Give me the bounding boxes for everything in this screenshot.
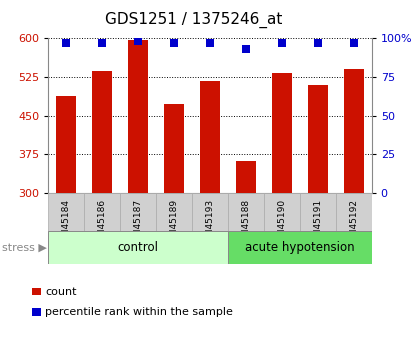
Point bbox=[243, 46, 249, 51]
Text: control: control bbox=[118, 241, 159, 254]
Bar bbox=[272, 72, 292, 193]
Bar bbox=[164, 104, 184, 193]
Point bbox=[99, 40, 105, 45]
Text: GSM45190: GSM45190 bbox=[277, 199, 286, 248]
Text: percentile rank within the sample: percentile rank within the sample bbox=[45, 307, 233, 317]
Point bbox=[207, 40, 213, 45]
Bar bbox=[336, 193, 372, 257]
Text: GSM45188: GSM45188 bbox=[241, 199, 250, 248]
Point bbox=[135, 38, 142, 44]
Point bbox=[278, 40, 285, 45]
Text: GSM45186: GSM45186 bbox=[98, 199, 107, 248]
Text: count: count bbox=[45, 287, 76, 296]
Bar bbox=[228, 231, 372, 264]
Bar bbox=[128, 39, 148, 193]
Point bbox=[171, 40, 177, 45]
Text: GDS1251 / 1375246_at: GDS1251 / 1375246_at bbox=[105, 12, 282, 28]
Point bbox=[63, 40, 70, 45]
Text: stress ▶: stress ▶ bbox=[2, 243, 47, 253]
Bar bbox=[120, 193, 156, 257]
Text: GSM45184: GSM45184 bbox=[62, 199, 71, 248]
Bar bbox=[300, 193, 336, 257]
Text: GSM45187: GSM45187 bbox=[134, 199, 143, 248]
Bar bbox=[156, 193, 192, 257]
Text: GSM45193: GSM45193 bbox=[205, 199, 215, 248]
Bar bbox=[228, 193, 264, 257]
Text: GSM45189: GSM45189 bbox=[170, 199, 178, 248]
Bar bbox=[48, 231, 228, 264]
Point bbox=[315, 40, 321, 45]
Bar bbox=[236, 161, 256, 193]
Bar bbox=[84, 193, 120, 257]
Bar bbox=[92, 70, 112, 193]
Point bbox=[350, 40, 357, 45]
Bar bbox=[344, 69, 364, 193]
Bar bbox=[200, 81, 220, 193]
Text: acute hypotension: acute hypotension bbox=[245, 241, 354, 254]
Text: GSM45191: GSM45191 bbox=[313, 199, 322, 248]
Bar bbox=[56, 96, 76, 193]
Bar bbox=[48, 193, 84, 257]
Bar bbox=[308, 85, 328, 193]
Bar bbox=[264, 193, 300, 257]
Text: GSM45192: GSM45192 bbox=[349, 199, 358, 248]
Bar bbox=[192, 193, 228, 257]
